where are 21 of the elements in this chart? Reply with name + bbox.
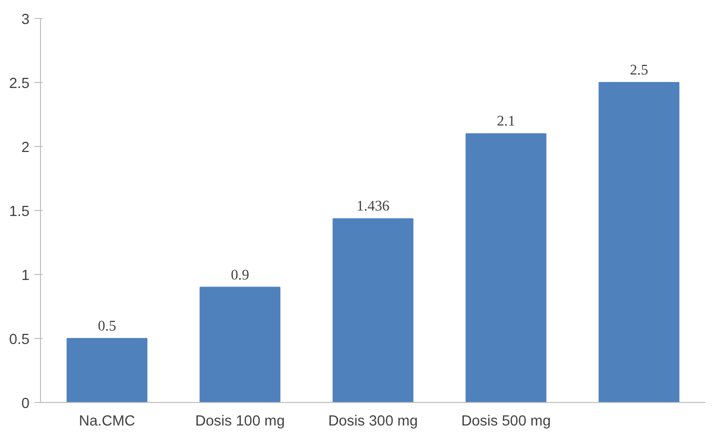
y-tick-label: 2: [21, 140, 30, 156]
y-tick-label: 1: [21, 268, 30, 284]
x-tick-label: Na.CMC: [78, 414, 136, 430]
bar: [332, 218, 414, 402]
data-label: 2.1: [496, 114, 516, 130]
data-label: 2.5: [630, 62, 648, 78]
x-tick-label: Dosis 300 mg: [328, 414, 418, 430]
y-tick-label: 2.5: [9, 76, 30, 92]
data-label: 0.5: [98, 318, 116, 334]
x-tick-label: Dosis 100 mg: [195, 414, 285, 430]
data-label: 0.9: [230, 267, 250, 284]
bar: [66, 338, 148, 402]
bar: [200, 286, 280, 402]
x-tick-label: Dosis 500 mg: [461, 414, 551, 430]
y-tick-label: 0: [21, 396, 30, 412]
y-tick-label: 3: [21, 12, 30, 28]
y-tick-label: 0.5: [9, 332, 30, 348]
data-label: 1.436: [356, 198, 390, 215]
bar: [598, 82, 680, 402]
bar: [466, 133, 546, 402]
y-tick-label: 1.5: [9, 204, 30, 220]
